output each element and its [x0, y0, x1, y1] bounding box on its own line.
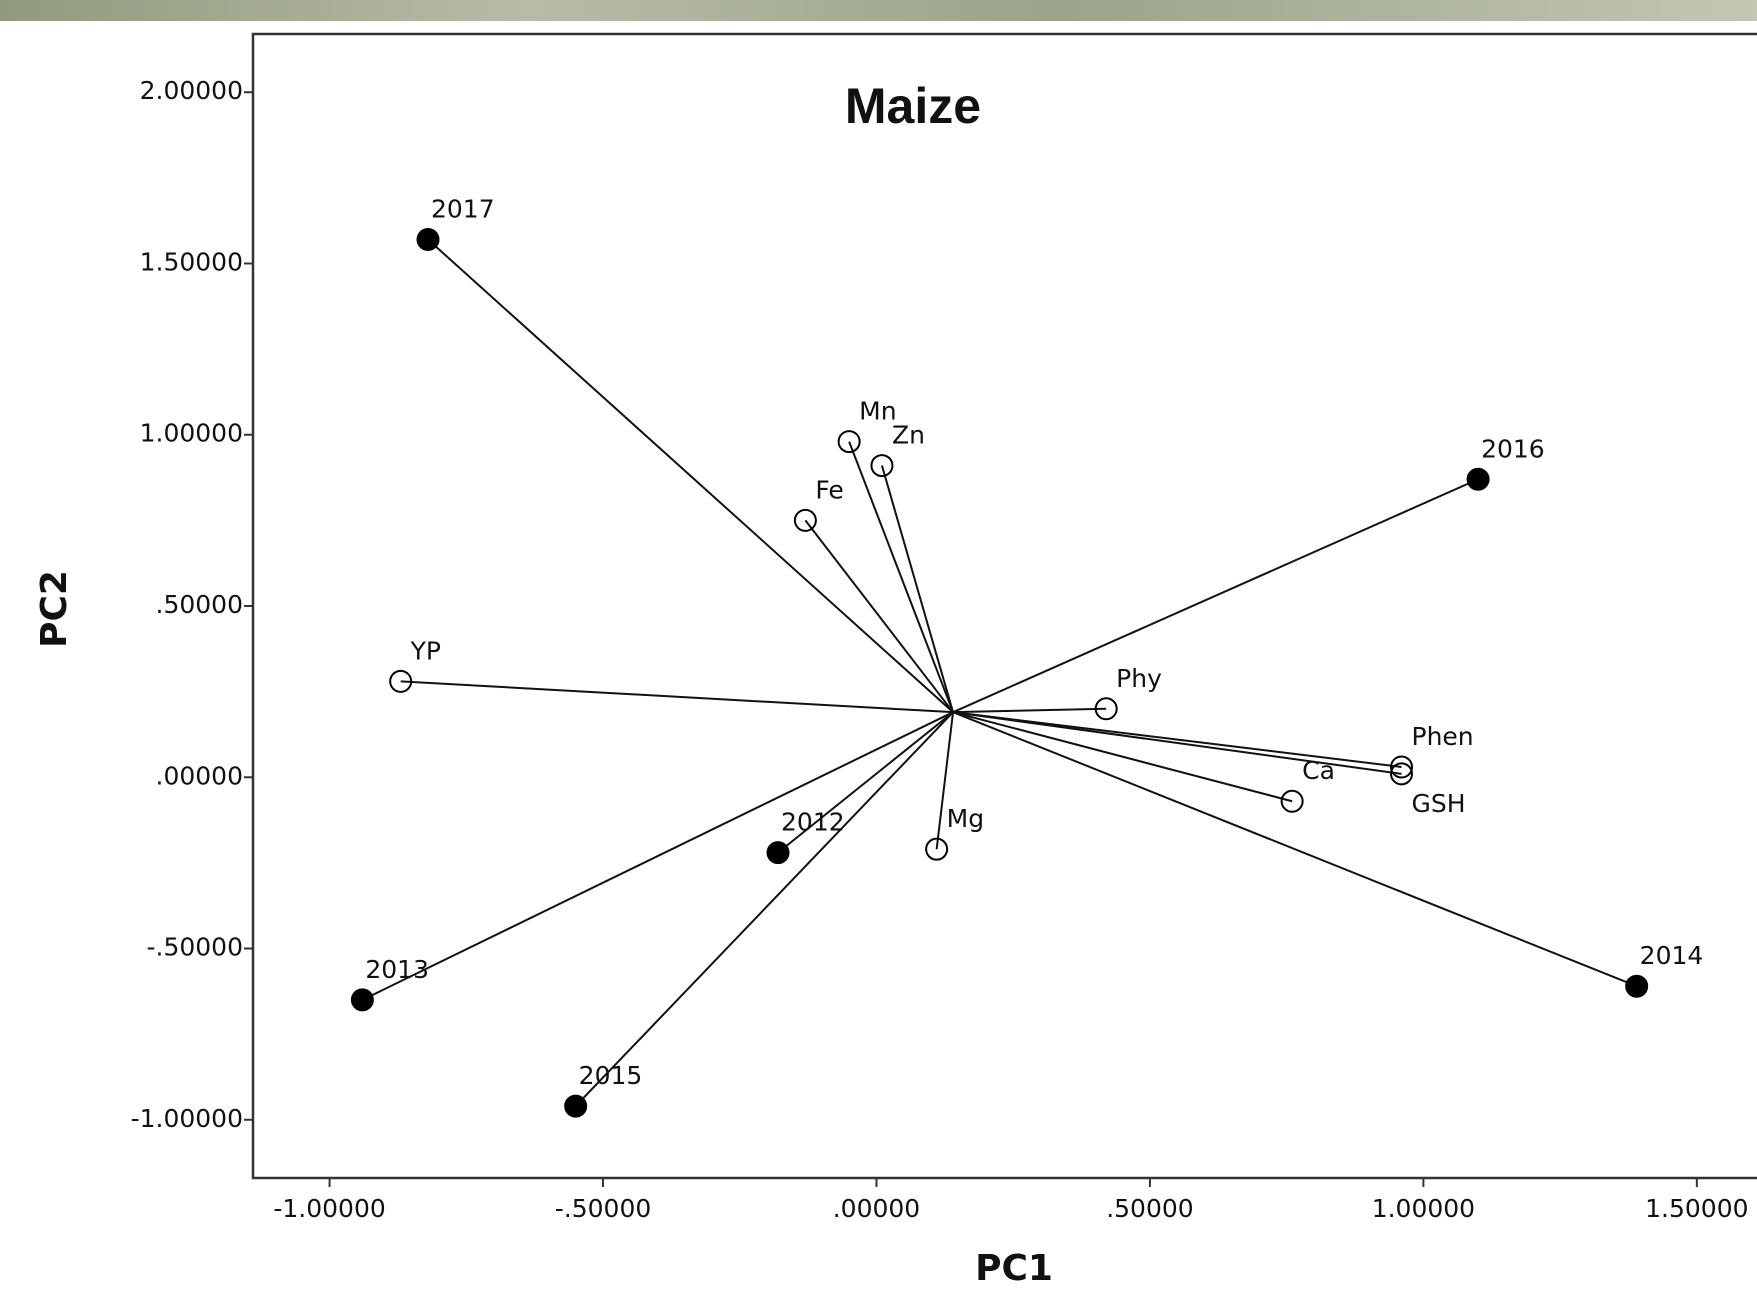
vector-line — [848, 441, 954, 713]
vector-line — [952, 711, 1402, 775]
point — [925, 837, 949, 861]
point — [837, 430, 861, 454]
point-label: Ca — [1302, 756, 1335, 785]
vector-line — [400, 680, 954, 714]
y-tick-label: 2.00000 — [140, 76, 243, 105]
point-label: 2014 — [1640, 941, 1704, 970]
vector-line — [935, 712, 955, 850]
chart-title: Maize — [845, 78, 981, 134]
x-tick-label: 1.50000 — [1645, 1194, 1748, 1223]
vector-line — [361, 711, 954, 1001]
point — [870, 454, 894, 478]
point — [564, 1094, 588, 1118]
vector-line — [952, 711, 1638, 988]
vector-line — [427, 238, 954, 713]
point-label: Mn — [859, 397, 896, 426]
x-tick-label: 1.00000 — [1372, 1194, 1475, 1223]
point — [1280, 789, 1304, 813]
vector-line — [777, 711, 954, 854]
vector-line — [880, 465, 955, 713]
y-tick-label: -.50000 — [147, 933, 244, 962]
point-label: GSH — [1412, 789, 1466, 818]
point-label: YP — [410, 636, 441, 665]
x-tick-label: .00000 — [833, 1194, 920, 1223]
point-label: 2016 — [1481, 434, 1545, 463]
point-label: Phen — [1412, 722, 1474, 751]
point — [1466, 467, 1490, 491]
point-label: Phy — [1116, 664, 1162, 693]
point — [389, 669, 413, 693]
point — [1390, 755, 1414, 779]
y-tick-label: -1.00000 — [131, 1104, 243, 1133]
point-label: Fe — [815, 475, 843, 504]
y-axis-label: PC2 — [34, 570, 75, 648]
vector-line — [804, 519, 954, 713]
point — [1625, 974, 1649, 998]
x-axis-label: PC1 — [975, 1248, 1053, 1289]
point-label: 2012 — [781, 808, 845, 837]
x-tick-label: .50000 — [1106, 1194, 1193, 1223]
point — [793, 508, 817, 532]
vector-line — [952, 478, 1479, 714]
point — [416, 228, 440, 252]
header-band — [0, 0, 1757, 21]
point-label: Mg — [947, 804, 984, 833]
y-tick-label: .00000 — [156, 761, 243, 790]
y-tick-label: .50000 — [156, 590, 243, 619]
y-tick-label: 1.50000 — [140, 247, 243, 276]
vector-line — [952, 711, 1293, 803]
point-label: 2015 — [579, 1061, 643, 1090]
point — [350, 988, 374, 1012]
y-tick-label: 1.00000 — [140, 419, 243, 448]
point-label: 2013 — [365, 955, 429, 984]
x-tick-label: -1.00000 — [273, 1194, 385, 1223]
vector-line — [952, 711, 1402, 768]
x-tick-label: -.50000 — [555, 1194, 652, 1223]
point-label: 2017 — [431, 195, 495, 224]
vector-line — [574, 711, 954, 1107]
point — [766, 841, 790, 865]
vector-line — [953, 707, 1107, 714]
point — [1094, 697, 1118, 721]
point — [1390, 762, 1414, 786]
point-label: Zn — [892, 421, 925, 450]
